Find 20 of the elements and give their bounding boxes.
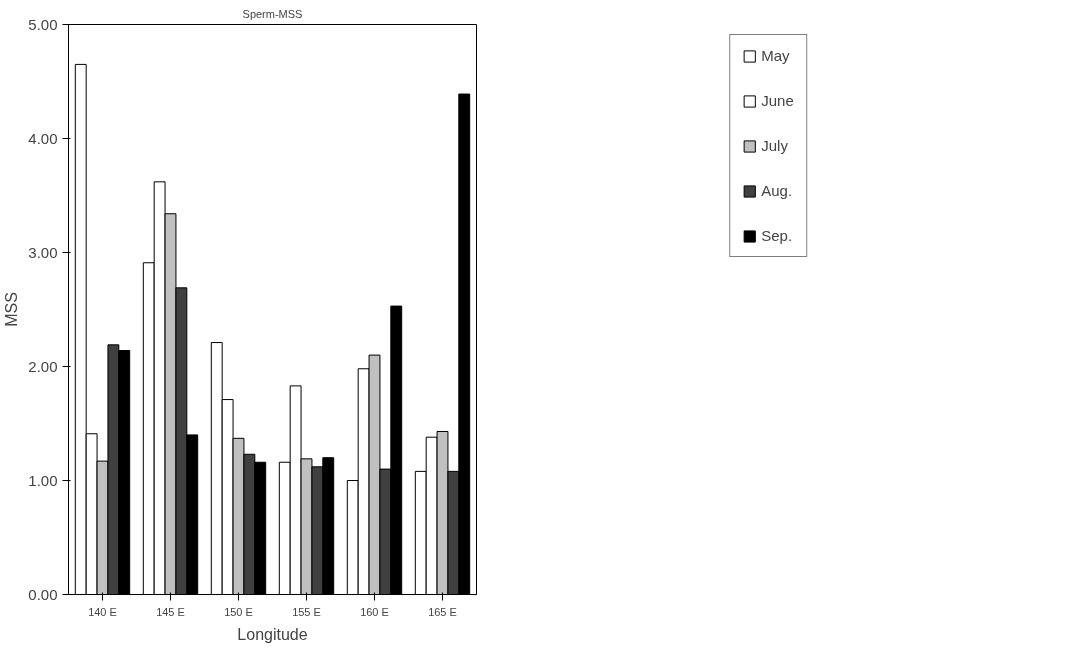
legend-label: Sep. xyxy=(761,227,793,244)
x-tick-label: 150 E xyxy=(224,605,253,618)
legend-label: July xyxy=(761,137,788,154)
y-tick-label: 1.00 xyxy=(28,471,58,489)
y-tick-label: 5.00 xyxy=(28,15,58,33)
y-tick-label: 3.00 xyxy=(28,243,58,261)
x-tick-label: 160 E xyxy=(360,605,389,618)
legend-label: June xyxy=(761,92,794,109)
x-tick-label: 140 E xyxy=(88,605,117,618)
y-tick-label: 0.00 xyxy=(28,585,58,603)
x-tick-label: 145 E xyxy=(156,605,185,618)
x-axis-title: Longitude xyxy=(237,625,308,643)
legend-label: Aug. xyxy=(761,182,793,199)
x-tick-label: 155 E xyxy=(292,605,321,618)
legend-label: May xyxy=(761,47,790,64)
y-tick-label: 2.00 xyxy=(28,357,58,375)
y-axis-title: MSS xyxy=(3,292,21,327)
chart-title: Sperm-MSS xyxy=(242,7,303,20)
y-tick-label: 4.00 xyxy=(28,129,58,147)
x-tick-label: 165 E xyxy=(428,605,457,618)
